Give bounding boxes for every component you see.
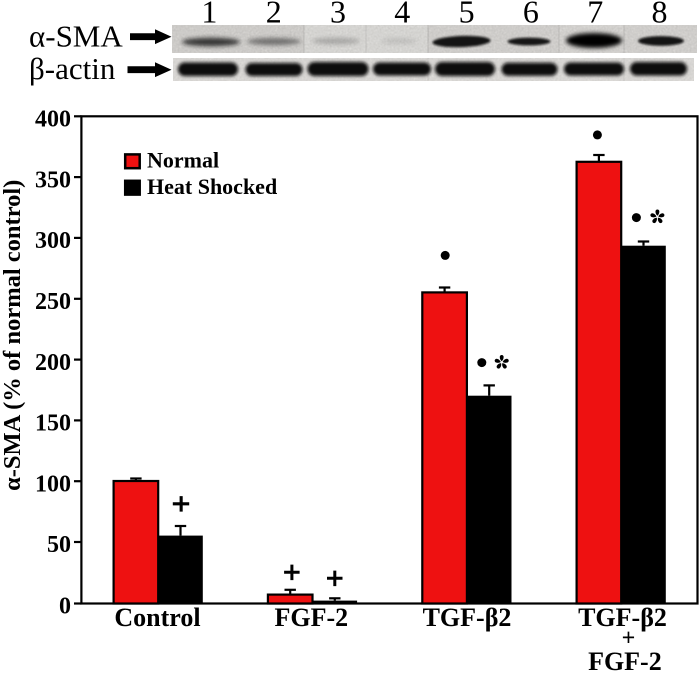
- svg-text:200: 200: [35, 350, 71, 376]
- svg-text:Normal: Normal: [147, 148, 219, 173]
- svg-text:8: 8: [652, 0, 668, 30]
- svg-text:0: 0: [59, 593, 71, 619]
- svg-text:50: 50: [47, 532, 71, 558]
- svg-text:FGF-2: FGF-2: [274, 603, 348, 632]
- svg-text:α-SMA (% of normal control): α-SMA (% of normal control): [0, 180, 26, 491]
- svg-text:250: 250: [35, 289, 71, 315]
- svg-text:TGF-β2: TGF-β2: [578, 603, 667, 632]
- svg-text:100: 100: [35, 471, 71, 497]
- svg-text:1: 1: [201, 0, 217, 30]
- svg-text:7: 7: [587, 0, 603, 30]
- svg-text:TGF-β2: TGF-β2: [423, 603, 512, 632]
- svg-text:Control: Control: [114, 603, 200, 632]
- svg-text:FGF-2: FGF-2: [588, 647, 662, 673]
- svg-text:5: 5: [459, 0, 475, 30]
- svg-text:350: 350: [35, 167, 71, 193]
- svg-text:2: 2: [266, 0, 282, 30]
- svg-text:+: +: [622, 626, 636, 652]
- svg-text:β-actin: β-actin: [29, 51, 116, 86]
- svg-text:3: 3: [330, 0, 346, 30]
- svg-text:150: 150: [35, 411, 71, 437]
- svg-text:4: 4: [394, 0, 410, 30]
- svg-text:α-SMA: α-SMA: [29, 19, 123, 54]
- svg-text:Heat Shocked: Heat Shocked: [147, 174, 277, 199]
- svg-text:400: 400: [35, 107, 71, 133]
- svg-text:6: 6: [523, 0, 539, 30]
- svg-text:300: 300: [35, 228, 71, 254]
